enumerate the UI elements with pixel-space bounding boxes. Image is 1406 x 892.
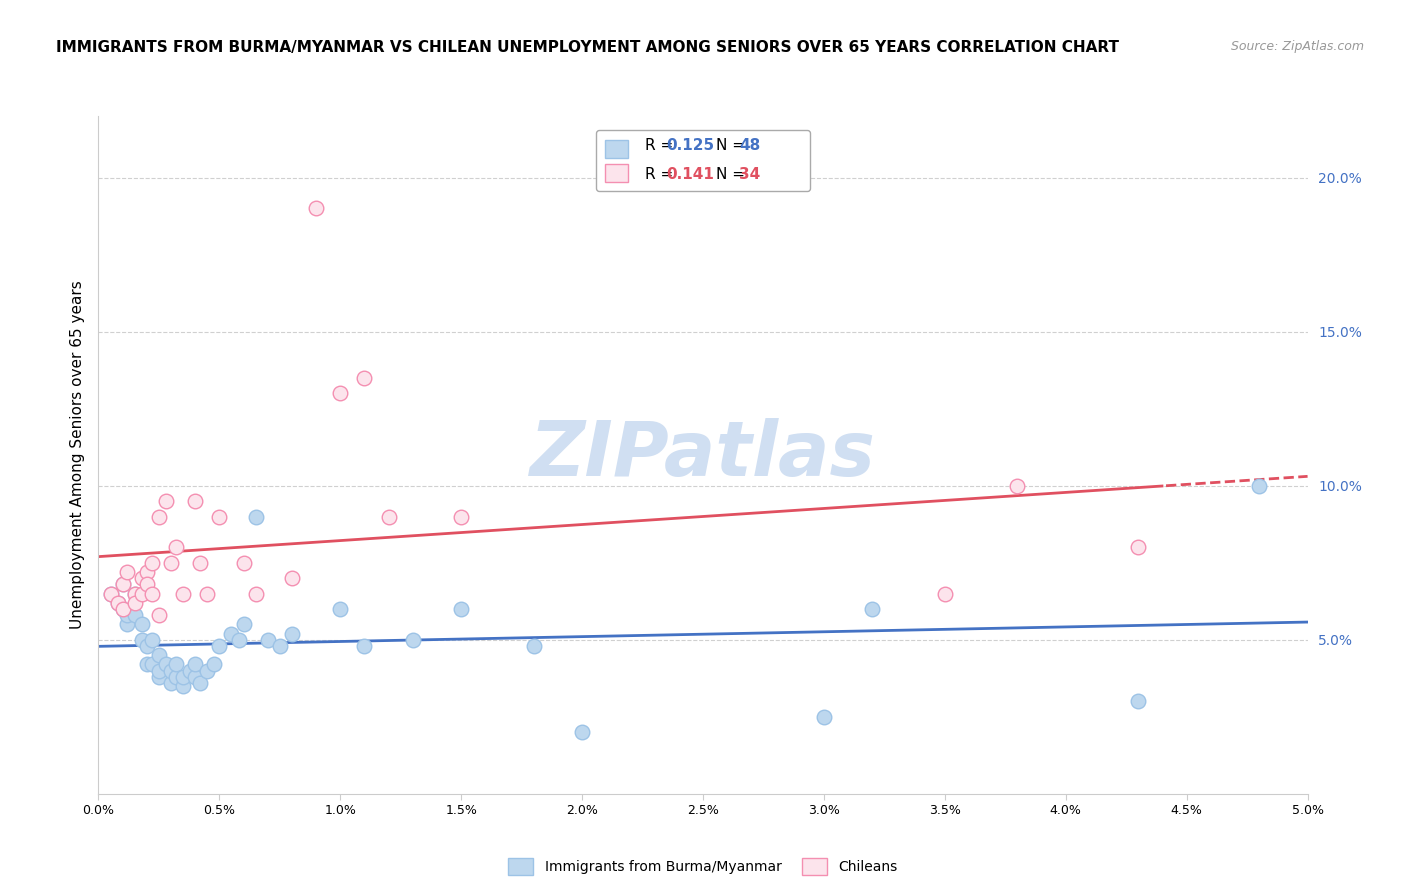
Point — [172, 679, 194, 693]
Point — [450, 509, 472, 524]
Point — [281, 626, 304, 640]
Point — [1128, 541, 1150, 555]
Point — [135, 657, 157, 672]
Point — [135, 639, 157, 653]
Point — [124, 586, 146, 600]
Point — [860, 602, 883, 616]
Point — [117, 608, 139, 623]
Point — [208, 639, 231, 653]
Point — [160, 664, 183, 678]
Legend:                                  ,                                  : , — [596, 130, 810, 192]
Text: 0.141: 0.141 — [666, 167, 714, 182]
Point — [281, 571, 304, 585]
Point — [131, 586, 153, 600]
Point — [1128, 694, 1150, 708]
Point — [111, 602, 134, 616]
Point — [195, 664, 218, 678]
Point — [117, 565, 139, 579]
Point — [165, 670, 187, 684]
Point — [111, 577, 134, 591]
Point — [141, 657, 163, 672]
Point — [305, 202, 328, 216]
Point — [221, 626, 243, 640]
Y-axis label: Unemployment Among Seniors over 65 years: Unemployment Among Seniors over 65 years — [69, 281, 84, 629]
Point — [111, 602, 134, 616]
Point — [131, 632, 153, 647]
Point — [148, 664, 170, 678]
Point — [188, 556, 211, 570]
Text: ZIPatlas: ZIPatlas — [530, 418, 876, 491]
Point — [141, 586, 163, 600]
Point — [184, 670, 207, 684]
Point — [165, 657, 187, 672]
Point — [934, 586, 956, 600]
Point — [124, 596, 146, 610]
Point — [184, 657, 207, 672]
Point — [208, 509, 231, 524]
Text: N =: N = — [716, 167, 749, 182]
Point — [155, 494, 177, 508]
Point — [353, 371, 375, 385]
Point — [100, 586, 122, 600]
Point — [131, 617, 153, 632]
Point — [111, 577, 134, 591]
Point — [228, 632, 250, 647]
Text: R =: R = — [645, 167, 678, 182]
Point — [160, 556, 183, 570]
Point — [107, 596, 129, 610]
Legend: Immigrants from Burma/Myanmar, Chileans: Immigrants from Burma/Myanmar, Chileans — [503, 853, 903, 880]
Point — [148, 509, 170, 524]
Point — [172, 670, 194, 684]
Point — [148, 670, 170, 684]
Point — [172, 586, 194, 600]
Point — [402, 632, 425, 647]
Point — [450, 602, 472, 616]
Point — [204, 657, 226, 672]
Point — [165, 541, 187, 555]
Point — [148, 648, 170, 663]
Point — [195, 586, 218, 600]
Point — [571, 725, 593, 739]
Point — [124, 586, 146, 600]
Point — [245, 509, 267, 524]
Point — [269, 639, 291, 653]
Point — [1249, 479, 1271, 493]
Point — [179, 664, 201, 678]
Point — [232, 617, 254, 632]
Text: R =: R = — [645, 138, 678, 153]
Text: 48: 48 — [740, 138, 761, 153]
Point — [329, 602, 352, 616]
Point — [377, 509, 399, 524]
Point — [160, 676, 183, 690]
Point — [135, 565, 157, 579]
Point — [256, 632, 278, 647]
Point — [1007, 479, 1029, 493]
Text: IMMIGRANTS FROM BURMA/MYANMAR VS CHILEAN UNEMPLOYMENT AMONG SENIORS OVER 65 YEAR: IMMIGRANTS FROM BURMA/MYANMAR VS CHILEAN… — [56, 40, 1119, 55]
Point — [100, 586, 122, 600]
Text: N =: N = — [716, 138, 749, 153]
Point — [141, 632, 163, 647]
Point — [232, 556, 254, 570]
Point — [124, 608, 146, 623]
Point — [117, 617, 139, 632]
Point — [107, 596, 129, 610]
Point — [329, 386, 352, 401]
Point — [523, 639, 546, 653]
Point — [135, 577, 157, 591]
Point — [353, 639, 375, 653]
Point — [155, 657, 177, 672]
Point — [184, 494, 207, 508]
Point — [148, 608, 170, 623]
Point — [131, 571, 153, 585]
Text: 0.125: 0.125 — [666, 138, 714, 153]
Point — [245, 586, 267, 600]
Point — [813, 710, 835, 724]
Text: 34: 34 — [740, 167, 761, 182]
Point — [188, 676, 211, 690]
Point — [141, 556, 163, 570]
Text: Source: ZipAtlas.com: Source: ZipAtlas.com — [1230, 40, 1364, 54]
